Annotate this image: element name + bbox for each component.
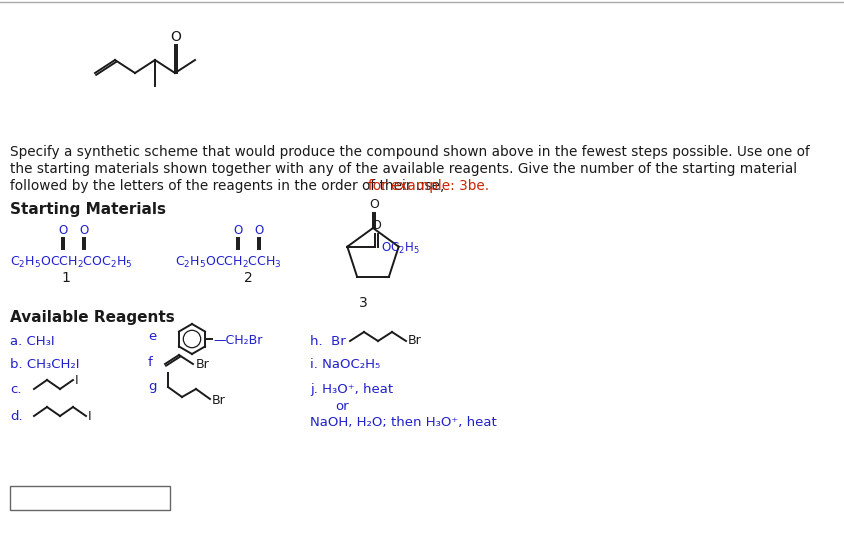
Text: e: e — [148, 330, 156, 343]
Text: 2: 2 — [243, 271, 252, 285]
Text: followed by the letters of the reagents in the order of their use,: followed by the letters of the reagents … — [10, 179, 448, 193]
Text: Specify a synthetic scheme that would produce the compound shown above in the fe: Specify a synthetic scheme that would pr… — [10, 145, 809, 159]
Text: Starting Materials: Starting Materials — [10, 202, 165, 217]
Text: 1: 1 — [62, 271, 70, 285]
Text: for example: 3be.: for example: 3be. — [368, 179, 489, 193]
Text: f: f — [148, 356, 153, 369]
Text: Available Reagents: Available Reagents — [10, 310, 175, 325]
Text: C$_2$H$_5$OCCH$_2$COC$_2$H$_5$: C$_2$H$_5$OCCH$_2$COC$_2$H$_5$ — [10, 255, 133, 270]
Text: the starting materials shown together with any of the available reagents. Give t: the starting materials shown together wi… — [10, 162, 796, 176]
Text: O: O — [254, 224, 263, 237]
Text: Br: Br — [212, 394, 225, 406]
Text: j. H₃O⁺, heat: j. H₃O⁺, heat — [310, 383, 392, 396]
Text: O: O — [58, 224, 68, 237]
Text: OC$_2$H$_5$: OC$_2$H$_5$ — [381, 241, 419, 256]
Text: a. CH₃I: a. CH₃I — [10, 335, 55, 348]
Text: O: O — [369, 198, 378, 211]
Text: NaOH, H₂O; then H₃O⁺, heat: NaOH, H₂O; then H₃O⁺, heat — [310, 416, 496, 429]
Text: Br: Br — [196, 357, 209, 371]
Text: c.: c. — [10, 383, 21, 396]
Text: —CH₂Br: —CH₂Br — [213, 333, 262, 347]
Text: h.  Br: h. Br — [310, 335, 345, 348]
Text: Br: Br — [408, 335, 421, 347]
Text: g: g — [148, 380, 156, 393]
Text: I: I — [75, 373, 78, 387]
Text: d.: d. — [10, 410, 23, 423]
Text: O: O — [233, 224, 242, 237]
Text: i. NaOC₂H₅: i. NaOC₂H₅ — [310, 358, 380, 371]
Text: b. CH₃CH₂I: b. CH₃CH₂I — [10, 358, 79, 371]
FancyBboxPatch shape — [10, 486, 170, 510]
Text: or: or — [334, 400, 349, 413]
Text: C$_2$H$_5$OCCH$_2$CCH$_3$: C$_2$H$_5$OCCH$_2$CCH$_3$ — [175, 255, 281, 270]
Text: O: O — [79, 224, 89, 237]
Text: I: I — [88, 410, 91, 422]
Text: 3: 3 — [358, 296, 367, 310]
Text: O: O — [170, 30, 181, 44]
Text: O: O — [371, 218, 381, 232]
